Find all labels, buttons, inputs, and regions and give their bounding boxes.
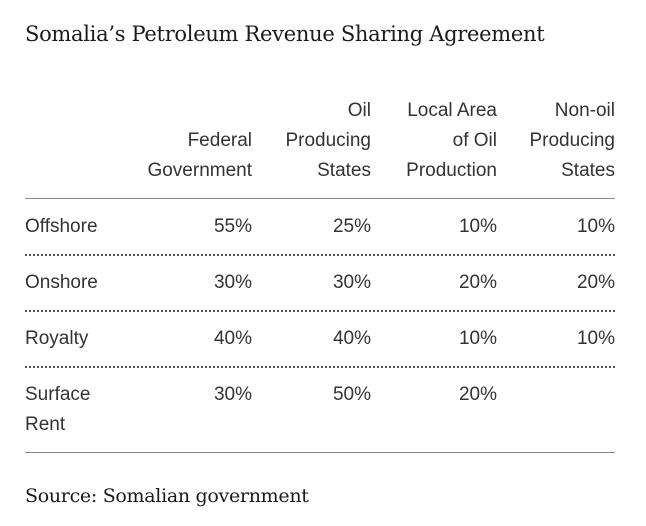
table-cell-value: 55% xyxy=(213,216,252,237)
column-header-line: Government xyxy=(147,160,252,181)
row-divider xyxy=(25,366,615,368)
source-note: Source: Somalian government xyxy=(25,485,309,507)
table-cell-value: 30% xyxy=(213,384,252,405)
column-header-line: Federal xyxy=(187,130,252,151)
row-label: Offshore xyxy=(25,216,98,237)
table-bottom-rule xyxy=(25,452,615,453)
row-label: Surface xyxy=(25,384,91,405)
table-cell-value: 20% xyxy=(458,272,497,293)
table-cell-value: 10% xyxy=(576,216,615,237)
chart-title: Somalia’s Petroleum Revenue Sharing Agre… xyxy=(25,22,545,46)
row-label: Onshore xyxy=(25,272,98,293)
table-cell-value: 40% xyxy=(213,328,252,349)
table-cell-value: 20% xyxy=(576,272,615,293)
row-label: Rent xyxy=(25,414,66,435)
column-header-line: Local Area xyxy=(407,100,497,121)
table-cell-value: 10% xyxy=(458,328,497,349)
column-header-line: States xyxy=(317,160,371,181)
row-label: Royalty xyxy=(25,328,89,349)
table-cell-value: 25% xyxy=(332,216,371,237)
table-cell-value: 30% xyxy=(213,272,252,293)
table-cell-value: 20% xyxy=(458,384,497,405)
column-header-line: Producing xyxy=(529,130,615,151)
column-header-line: Oil xyxy=(347,100,371,121)
column-header-line: Production xyxy=(406,160,497,181)
revenue-sharing-table: Federal Government Oil Producing States Local… xyxy=(25,0,615,526)
column-header-line: of Oil xyxy=(452,130,497,151)
column-header-line: Non-oil xyxy=(554,100,615,121)
table-cell-value: 10% xyxy=(576,328,615,349)
table-cell-value: 40% xyxy=(332,328,371,349)
row-divider xyxy=(25,254,615,256)
table-cell-value: 10% xyxy=(458,216,497,237)
table-cell-value: 30% xyxy=(332,272,371,293)
column-header-line: Producing xyxy=(285,130,371,151)
row-divider xyxy=(25,310,615,312)
table-cell-value: 50% xyxy=(332,384,371,405)
column-header-line: States xyxy=(561,160,615,181)
header-rule xyxy=(25,198,615,199)
